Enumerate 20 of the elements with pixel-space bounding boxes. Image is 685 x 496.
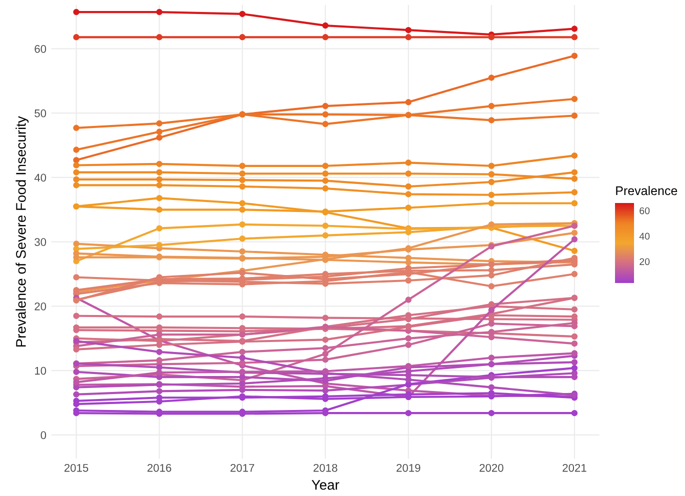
x-tick-label: 2015: [64, 464, 88, 472]
y-tick-label: 40: [34, 174, 46, 182]
y-tick-label: 60: [34, 45, 46, 53]
x-tick-label: 2020: [480, 464, 504, 472]
y-axis-title: Prevalence of Severe Food Insecurity: [16, 116, 29, 347]
y-tick-label: 20: [34, 302, 46, 310]
color-bar-title: Prevalence: [616, 186, 678, 196]
x-tick-label: 2021: [562, 464, 586, 472]
x-tick-label: 2019: [396, 464, 420, 472]
x-tick-label: 2017: [230, 464, 254, 472]
x-axis-title: Year: [312, 480, 340, 490]
color-bar-label: 60: [640, 207, 650, 214]
color-bar-label: 20: [640, 258, 650, 266]
y-tick-label: 10: [35, 366, 46, 375]
y-tick-label: 0: [40, 431, 46, 440]
color-bar-label: 40: [639, 232, 650, 240]
x-tick-label: 2016: [148, 464, 172, 472]
y-tick-label: 50: [34, 109, 46, 118]
y-tick-label: 30: [34, 238, 46, 246]
x-tick-label: 2018: [314, 464, 338, 472]
